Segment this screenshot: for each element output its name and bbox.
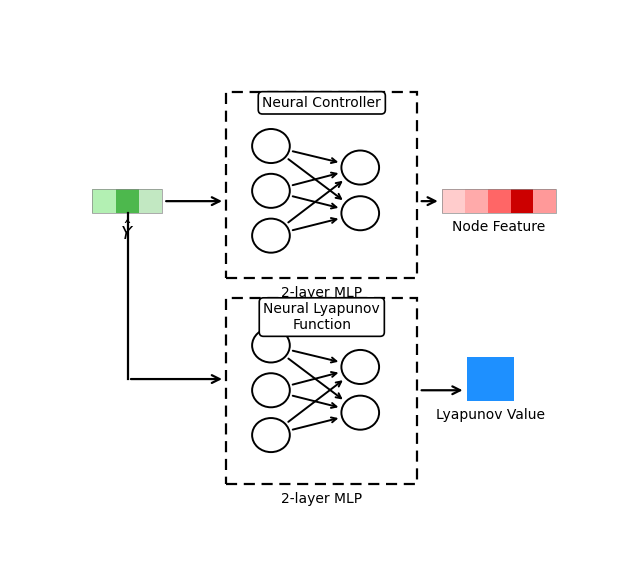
Circle shape: [252, 219, 290, 253]
Bar: [227, 93, 417, 278]
Bar: [488, 189, 511, 213]
Circle shape: [252, 418, 290, 452]
Bar: [116, 189, 139, 213]
Circle shape: [252, 373, 290, 407]
Circle shape: [341, 196, 379, 230]
Circle shape: [252, 174, 290, 208]
Bar: [442, 189, 465, 213]
Bar: [227, 299, 417, 484]
Bar: [92, 189, 116, 213]
Text: 2-layer MLP: 2-layer MLP: [281, 492, 362, 506]
Bar: [465, 189, 488, 213]
Text: Neural Lyapunov
Function: Neural Lyapunov Function: [264, 302, 380, 332]
Circle shape: [341, 151, 379, 184]
Bar: [511, 189, 533, 213]
Text: Node Feature: Node Feature: [452, 220, 546, 234]
Text: Lyapunov Value: Lyapunov Value: [436, 408, 545, 422]
Bar: [92, 189, 162, 213]
Text: 2-layer MLP: 2-layer MLP: [281, 286, 362, 300]
Circle shape: [341, 396, 379, 430]
Bar: [139, 189, 162, 213]
Bar: [467, 357, 514, 402]
Text: $\hat{Y}$: $\hat{Y}$: [120, 220, 134, 244]
Circle shape: [252, 328, 290, 363]
Circle shape: [341, 350, 379, 384]
Bar: [533, 189, 556, 213]
Text: Neural Controller: Neural Controller: [262, 96, 381, 110]
Bar: [442, 189, 556, 213]
Circle shape: [252, 129, 290, 163]
